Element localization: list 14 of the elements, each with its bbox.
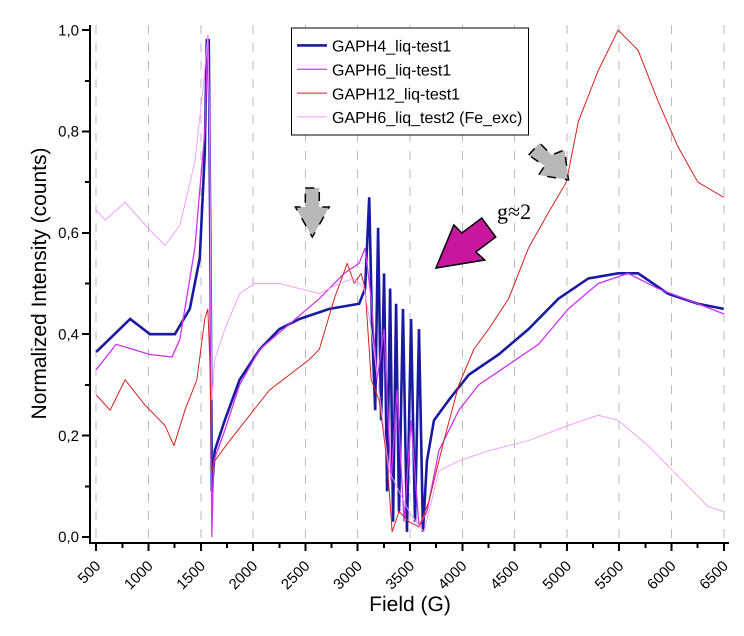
legend-label: GAPH6_liq-test1 — [332, 62, 452, 80]
legend-label: GAPH6_liq_test2 (Fe_exc) — [332, 110, 522, 128]
x-tick-label: 500 — [74, 558, 104, 588]
legend-label: GAPH4_liq-test1 — [332, 38, 452, 56]
y-tick-label: 1,0 — [58, 22, 79, 40]
y-axis-title: Normalized Intensity (counts) — [28, 148, 51, 420]
y-tick-label: 0,8 — [58, 124, 79, 141]
y-tick-label: 0,6 — [58, 225, 79, 242]
x-axis-title: Field (G) — [369, 593, 451, 616]
y-tick-label: 0,0 — [58, 529, 79, 546]
y-tick-label: 0,2 — [58, 428, 79, 445]
annotation: g≈2 — [497, 199, 532, 224]
y-tick-label: 0,4 — [58, 326, 79, 344]
legend-label: GAPH12_liq-test1 — [332, 86, 460, 104]
